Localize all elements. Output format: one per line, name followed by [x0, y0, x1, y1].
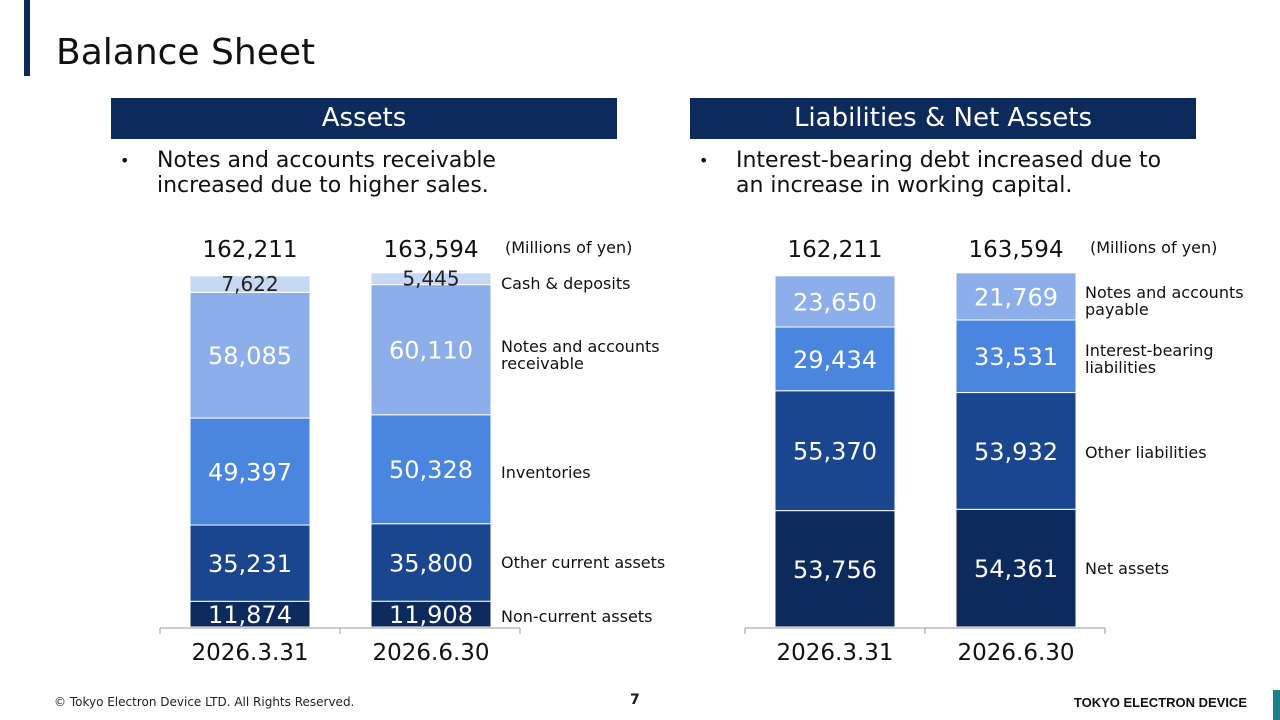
liab-bar-3-1: [955, 272, 1077, 321]
liab-bar-0-1: [955, 508, 1077, 628]
liab-legend-label: payable: [1085, 300, 1149, 319]
liab-total-label: 163,594: [968, 237, 1063, 263]
bullet-dot-icon: •: [120, 151, 130, 170]
assets-legend-label: Non-current assets: [501, 607, 652, 626]
liab-legend-label: Notes and accounts: [1085, 283, 1244, 302]
assets-data-label: 11,908: [389, 601, 473, 629]
assets-bar-2-1: [370, 414, 492, 525]
liabilities-header: Liabilities & Net Assets: [690, 98, 1196, 139]
assets-bullet-text: Notes and accounts receivable increased …: [157, 148, 496, 198]
title-accent-bar: [24, 0, 30, 76]
assets-bar-0-0: [189, 600, 311, 628]
assets-bar-4-0: [189, 275, 311, 293]
liab-category-label: 2026.6.30: [957, 640, 1074, 666]
assets-data-label: 35,800: [389, 549, 473, 577]
assets-unit-label: (Millions of yen): [505, 238, 632, 257]
assets-legend-label: Cash & deposits: [501, 274, 630, 293]
assets-data-label: 5,445: [402, 267, 459, 291]
liab-legend-label: Other liabilities: [1085, 443, 1207, 462]
liab-data-label: 55,370: [793, 438, 877, 466]
assets-data-label: 58,085: [208, 342, 292, 370]
assets-data-label: 60,110: [389, 337, 473, 365]
assets-bar-4-1: [370, 272, 492, 286]
liab-data-label: 53,756: [793, 556, 877, 584]
liab-data-label: 33,531: [974, 343, 1058, 371]
page-number: 7: [630, 692, 640, 708]
liab-unit-label: (Millions of yen): [1090, 238, 1217, 257]
liab-bar-2-0: [774, 326, 896, 392]
liab-data-label: 21,769: [974, 283, 1058, 311]
liab-bar-3-0: [774, 275, 896, 328]
liab-data-label: 54,361: [974, 555, 1058, 583]
liab-category-label: 2026.3.31: [776, 640, 893, 666]
assets-header: Assets: [111, 98, 617, 139]
assets-data-label: 50,328: [389, 456, 473, 484]
liab-data-label: 53,932: [974, 438, 1058, 466]
assets-data-label: 49,397: [208, 459, 292, 487]
bullet-dot-icon: •: [699, 151, 709, 170]
assets-legend-label: Inventories: [501, 463, 591, 482]
liab-bar-1-1: [955, 392, 1077, 510]
assets-bar-1-0: [189, 524, 311, 602]
liab-total-label: 162,211: [787, 237, 882, 263]
brand-logo-text: TOKYO ELECTRON DEVICE: [1073, 695, 1247, 710]
assets-data-label: 7,622: [221, 272, 278, 296]
assets-total-label: 162,211: [202, 237, 297, 263]
assets-legend-label: Notes and accounts: [501, 337, 660, 356]
assets-legend-label: receivable: [501, 354, 584, 373]
liabilities-bullet-text: Interest-bearing debt increased due to a…: [736, 148, 1162, 198]
assets-data-label: 35,231: [208, 550, 292, 578]
page-title: Balance Sheet: [56, 32, 316, 73]
brand-accent-bar: [1273, 690, 1280, 720]
liab-legend-label: Interest-bearing: [1085, 341, 1214, 360]
assets-category-label: 2026.3.31: [191, 640, 308, 666]
assets-bar-3-1: [370, 284, 492, 416]
assets-category-label: 2026.6.30: [372, 640, 489, 666]
liab-legend-label: liabilities: [1085, 358, 1156, 377]
liab-legend-label: Net assets: [1085, 559, 1169, 578]
assets-bar-0-1: [370, 600, 492, 628]
liab-bar-0-0: [774, 510, 896, 628]
assets-data-label: 11,874: [208, 601, 292, 629]
liab-data-label: 23,650: [793, 288, 877, 316]
liab-data-label: 29,434: [793, 346, 877, 374]
footer-copyright: © Tokyo Electron Device LTD. All Rights …: [54, 695, 355, 709]
assets-total-label: 163,594: [383, 237, 478, 263]
assets-legend-label: Other current assets: [501, 553, 665, 572]
assets-bar-1-1: [370, 523, 492, 602]
